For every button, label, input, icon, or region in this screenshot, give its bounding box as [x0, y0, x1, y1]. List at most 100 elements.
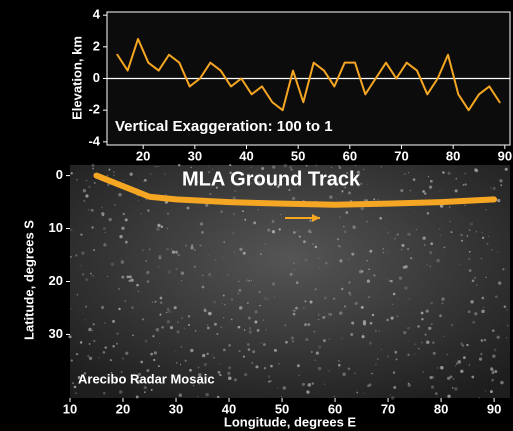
y-tick-label: 4 — [93, 7, 101, 22]
speckle-dot — [494, 369, 498, 374]
speckle-dot — [464, 173, 466, 175]
speckle-dot — [146, 270, 150, 275]
speckle-dot — [87, 355, 90, 358]
speckle-dot — [421, 318, 424, 321]
speckle-dot — [70, 228, 73, 231]
speckle-dot — [158, 266, 160, 268]
speckle-dot — [80, 233, 83, 236]
speckle-dot — [430, 323, 433, 326]
speckle-dot — [502, 268, 505, 271]
speckle-dot — [201, 274, 204, 277]
speckle-dot — [328, 370, 330, 372]
speckle-dot — [273, 348, 278, 352]
speckle-dot — [153, 351, 158, 355]
speckle-dot — [471, 375, 475, 379]
speckle-dot — [304, 300, 307, 303]
speckle-dot — [343, 230, 347, 234]
speckle-dot — [238, 349, 241, 353]
speckle-dot — [271, 282, 276, 286]
speckle-dot — [124, 300, 127, 302]
speckle-dot — [317, 366, 322, 371]
speckle-dot — [333, 395, 335, 398]
speckle-dot — [75, 352, 79, 356]
speckle-dot — [94, 182, 96, 184]
speckle-dot — [120, 260, 125, 264]
speckle-dot — [460, 239, 463, 242]
speckle-dot — [192, 385, 195, 387]
speckle-dot — [102, 351, 106, 354]
speckle-dot — [256, 328, 260, 332]
speckle-dot — [387, 232, 389, 234]
speckle-dot — [223, 241, 226, 243]
speckle-dot — [198, 373, 202, 377]
speckle-dot — [429, 179, 433, 183]
speckle-dot — [309, 219, 312, 222]
speckle-dot — [454, 387, 458, 391]
speckle-dot — [407, 382, 410, 385]
speckle-dot — [302, 240, 306, 244]
speckle-dot — [486, 242, 489, 245]
speckle-dot — [129, 276, 132, 278]
speckle-dot — [221, 302, 223, 304]
speckle-dot — [338, 216, 342, 219]
speckle-dot — [119, 234, 123, 239]
speckle-dot — [292, 312, 296, 316]
speckle-dot — [283, 164, 287, 168]
speckle-dot — [120, 371, 123, 373]
speckle-dot — [366, 273, 368, 274]
speckle-dot — [368, 268, 371, 271]
speckle-dot — [292, 309, 295, 312]
speckle-dot — [345, 176, 348, 179]
y-axis-label: Elevation, km — [69, 36, 84, 120]
speckle-dot — [160, 225, 164, 229]
speckle-dot — [432, 351, 436, 355]
speckle-dot — [354, 301, 358, 305]
speckle-dot — [178, 393, 183, 397]
speckle-dot — [345, 211, 349, 214]
speckle-dot — [265, 329, 267, 331]
speckle-dot — [210, 232, 212, 234]
speckle-dot — [100, 305, 105, 310]
speckle-dot — [468, 364, 471, 366]
speckle-dot — [337, 368, 340, 370]
speckle-dot — [369, 249, 373, 253]
speckle-dot — [460, 233, 463, 237]
speckle-dot — [351, 321, 355, 325]
speckle-dot — [125, 351, 129, 355]
speckle-dot — [207, 165, 209, 167]
speckle-dot — [159, 301, 163, 304]
speckle-dot — [305, 338, 309, 342]
speckle-dot — [474, 276, 477, 279]
speckle-dot — [499, 179, 503, 183]
speckle-dot — [122, 357, 125, 360]
speckle-dot — [141, 249, 144, 252]
speckle-dot — [272, 165, 276, 169]
speckle-dot — [194, 330, 197, 332]
speckle-dot — [298, 175, 301, 178]
speckle-dot — [503, 305, 507, 308]
speckle-dot — [443, 246, 446, 249]
x-tick-label: 30 — [169, 401, 183, 416]
speckle-dot — [122, 212, 125, 216]
speckle-dot — [148, 248, 151, 251]
speckle-dot — [395, 358, 398, 361]
speckle-dot — [423, 244, 426, 246]
speckle-dot — [442, 171, 445, 174]
speckle-dot — [177, 163, 181, 167]
speckle-dot — [207, 324, 209, 326]
speckle-dot — [218, 396, 220, 398]
speckle-dot — [424, 192, 427, 195]
speckle-dot — [500, 380, 504, 385]
speckle-dot — [159, 343, 161, 345]
speckle-dot — [309, 300, 313, 304]
speckle-dot — [324, 273, 327, 276]
speckle-dot — [295, 306, 298, 310]
speckle-dot — [242, 355, 245, 358]
speckle-dot — [446, 353, 449, 356]
speckle-dot — [440, 366, 444, 370]
speckle-dot — [119, 390, 123, 394]
speckle-dot — [361, 335, 365, 339]
speckle-dot — [491, 249, 493, 251]
speckle-dot — [478, 357, 483, 361]
speckle-dot — [356, 391, 359, 394]
